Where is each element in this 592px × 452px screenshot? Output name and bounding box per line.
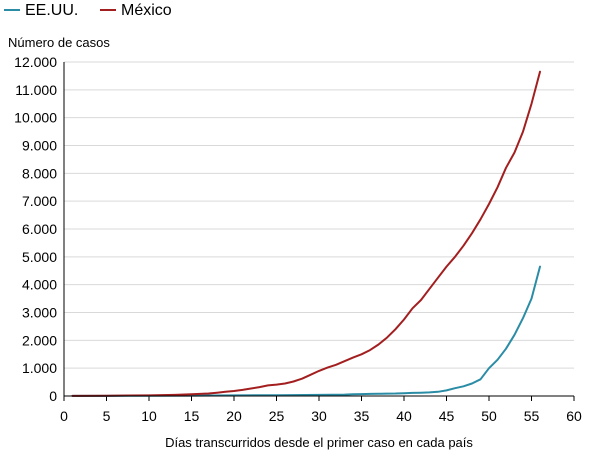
y-axis-ticks: 0 1.000 2.000 3.000 4.000 5.000 6.000 7.000 8.00… <box>14 54 57 404</box>
y-tick-label: 6.000 <box>22 221 57 237</box>
y-tick-label: 11.000 <box>15 82 57 98</box>
y-tick-label: 0 <box>49 388 57 404</box>
y-axis-title: Número de casos <box>8 35 110 50</box>
x-tick-label: 5 <box>103 408 111 424</box>
gridlines <box>64 61 574 369</box>
y-tick-label: 10.000 <box>14 110 57 126</box>
y-tick-label: 8.000 <box>22 165 57 181</box>
legend-label: EE.UU. <box>25 2 78 19</box>
y-tick-label: 3.000 <box>22 305 57 321</box>
x-tick-label: 30 <box>311 408 327 424</box>
series-lines <box>71 70 541 397</box>
series-line-1 <box>71 70 541 397</box>
y-tick-label: 9.000 <box>22 138 57 154</box>
x-tick-label: 25 <box>269 408 285 424</box>
x-tick-label: 40 <box>396 408 412 424</box>
y-tick-label: 2.000 <box>22 332 57 348</box>
x-tick-label: 50 <box>481 408 497 424</box>
y-tick-label: 1.000 <box>22 360 57 376</box>
x-tick-label: 15 <box>184 408 200 424</box>
y-tick-label: 12.000 <box>14 54 57 70</box>
x-tick-label: 0 <box>60 408 68 424</box>
x-tick-label: 35 <box>354 408 370 424</box>
legend: EE.UU. México <box>4 2 172 19</box>
y-tick-label: 4.000 <box>22 277 57 293</box>
y-tick-label: 7.000 <box>22 193 57 209</box>
x-axis-title: Días transcurridos desde el primer caso … <box>165 435 473 450</box>
y-tick-label: 5.000 <box>22 249 57 265</box>
x-tick-label: 20 <box>226 408 242 424</box>
series-line-0 <box>71 265 541 397</box>
x-tick-label: 55 <box>524 408 540 424</box>
x-tick-label: 60 <box>566 408 582 424</box>
x-tick-label: 45 <box>439 408 455 424</box>
x-tick-label: 10 <box>141 408 157 424</box>
legend-label: México <box>121 2 172 19</box>
x-axis-ticks: 0 5 10 15 20 25 30 35 40 45 50 55 60 <box>60 396 582 424</box>
